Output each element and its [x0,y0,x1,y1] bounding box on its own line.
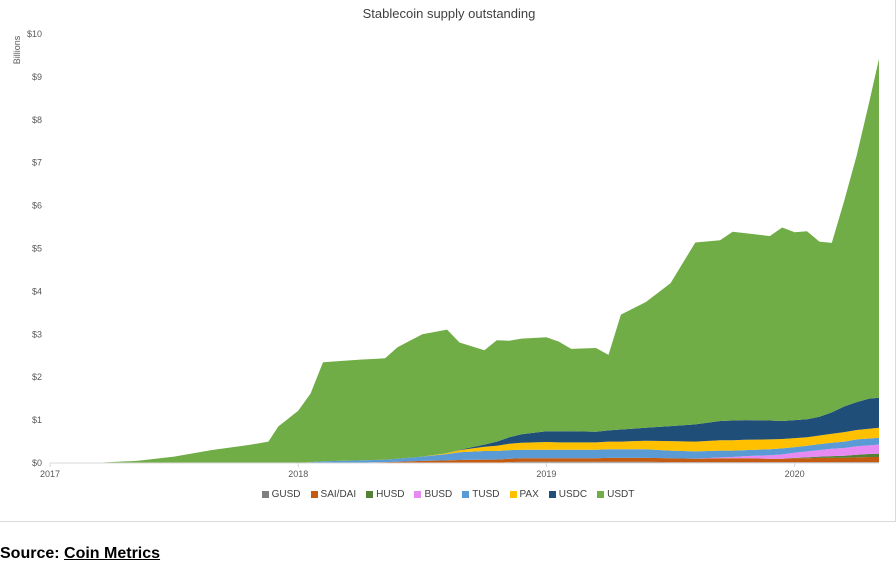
legend-item: TUSD [462,489,500,500]
y-tick-label: $6 [32,201,42,211]
legend-swatch [366,491,374,498]
legend-label: USDT [607,489,635,500]
legend-label: GUSD [271,489,301,500]
y-axis-ticks: $0 $1 $2 $3 $4 $5 $6 $7 $8 $9 $10 [27,29,42,468]
area-tusd [50,437,879,463]
legend-swatch [414,491,422,498]
chart-legend: GUSD SAI/DAI HUSD BUSD TUSD PAX USDC USDT [0,489,896,500]
legend-item: PAX [509,489,539,500]
y-tick-label: $10 [27,29,42,39]
x-tick-label: 2019 [536,469,556,479]
legend-item: HUSD [366,489,404,500]
area-usdt [50,58,879,464]
legend-label: BUSD [424,489,453,500]
legend-item: SAI/DAI [310,489,357,500]
area-usdc [50,397,879,463]
source-link[interactable]: Coin Metrics [64,545,161,562]
legend-swatch [597,491,605,498]
legend-swatch [261,491,269,498]
legend-label: USDC [558,489,588,500]
y-tick-label: $7 [32,158,42,168]
x-axis-ticks: 2017 2018 2019 2020 [40,463,805,479]
chart-title: Stablecoin supply outstanding [363,6,536,21]
legend-item: GUSD [261,489,301,500]
y-axis-label: Billions [12,35,22,64]
stacked-areas [50,58,879,464]
y-tick-label: $2 [32,372,42,382]
area-pax [50,427,879,463]
y-tick-label: $3 [32,329,42,339]
legend-swatch [310,491,318,498]
y-tick-label: $0 [32,458,42,468]
y-tick-label: $4 [32,286,42,296]
legend-label: HUSD [376,489,405,500]
x-tick-label: 2017 [40,469,60,479]
legend-item: BUSD [414,489,452,500]
legend-swatch [548,491,556,498]
y-tick-label: $1 [32,415,42,425]
source-line: Source: Coin Metrics [0,545,160,563]
legend-item: USDC [548,489,588,500]
legend-label: PAX [519,489,539,500]
legend-item: USDT [597,489,634,500]
area-sai-dai [50,457,879,463]
x-tick-label: 2018 [288,469,308,479]
chart-svg: Stablecoin supply outstanding Billions $… [12,6,879,479]
y-tick-label: $8 [32,115,42,125]
chart-frame: Stablecoin supply outstanding Billions $… [0,0,896,522]
legend-label: TUSD [472,489,500,500]
x-tick-label: 2020 [785,469,805,479]
legend-swatch [462,491,470,498]
legend-swatch [509,491,517,498]
source-label: Source: [0,545,60,562]
y-tick-label: $5 [32,244,42,254]
legend-label: SAI/DAI [320,489,357,500]
y-tick-label: $9 [32,72,42,82]
